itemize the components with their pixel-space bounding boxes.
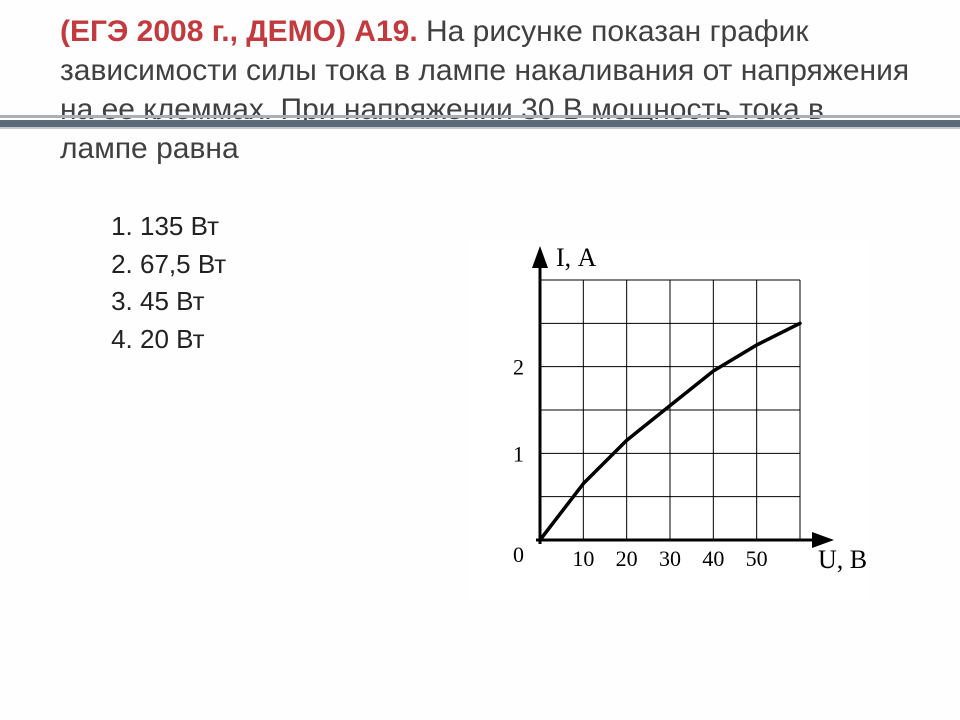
iv-graph: 1020304050120I, АU, B — [470, 240, 870, 600]
svg-text:50: 50 — [746, 546, 768, 571]
accent-bar-3 — [0, 127, 960, 129]
svg-text:10: 10 — [572, 546, 594, 571]
svg-text:2: 2 — [513, 355, 524, 380]
svg-text:U, B: U, B — [818, 545, 867, 574]
accent-bar-1 — [0, 115, 960, 118]
svg-text:30: 30 — [659, 546, 681, 571]
header-accent — [0, 115, 960, 129]
svg-text:40: 40 — [702, 546, 724, 571]
question-text: (ЕГЭ 2008 г., ДЕМО) А19. На рисунке пока… — [60, 12, 920, 168]
svg-text:0: 0 — [513, 542, 524, 567]
slide: (ЕГЭ 2008 г., ДЕМО) А19. На рисунке пока… — [0, 0, 960, 720]
svg-text:I, А: I, А — [556, 243, 597, 272]
svg-text:20: 20 — [616, 546, 638, 571]
svg-text:1: 1 — [513, 441, 524, 466]
question-source: (ЕГЭ 2008 г., ДЕМО) А19. — [60, 15, 418, 48]
accent-bar-2 — [0, 120, 960, 127]
graph-svg: 1020304050120I, АU, B — [470, 240, 870, 600]
